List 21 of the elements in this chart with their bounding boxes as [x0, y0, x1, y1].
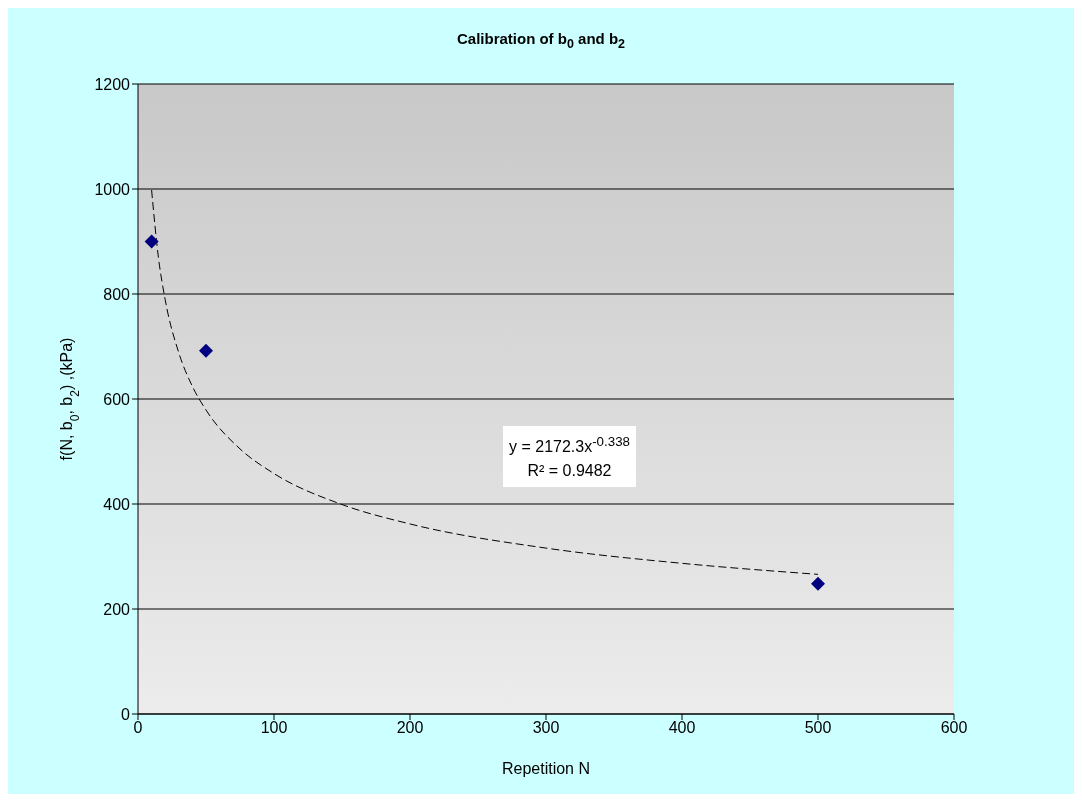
x-axis-title: Repetition N: [501, 760, 591, 777]
x-tick-label: 0: [133, 719, 143, 737]
y-tick-label: 200: [103, 600, 131, 618]
chart-title: Calibration of b$_{0}$ and b$_{2}$: [455, 29, 627, 53]
x-tick-label: 300: [532, 719, 560, 737]
annotation: R² = 0.9482: [526, 461, 613, 482]
y-tick-label: 1000: [94, 180, 131, 198]
point: [144, 234, 159, 249]
x-tick-label: 500: [804, 719, 832, 737]
y-tick-label: 0: [121, 705, 131, 723]
y-tick-label: 800: [103, 285, 131, 303]
point: [199, 343, 213, 358]
y-tick-label: 1200: [94, 75, 131, 93]
x-tick-label: 400: [668, 719, 696, 737]
annotation: y = 2172.3x$^{-0.338}$: [509, 433, 630, 458]
y-tick-label: 400: [103, 495, 131, 513]
x-tick-label: 600: [940, 719, 968, 737]
x-tick-label: 200: [396, 719, 424, 737]
x-tick-label: 100: [260, 719, 288, 737]
y-tick-label: 600: [103, 390, 131, 408]
point: [811, 576, 825, 591]
